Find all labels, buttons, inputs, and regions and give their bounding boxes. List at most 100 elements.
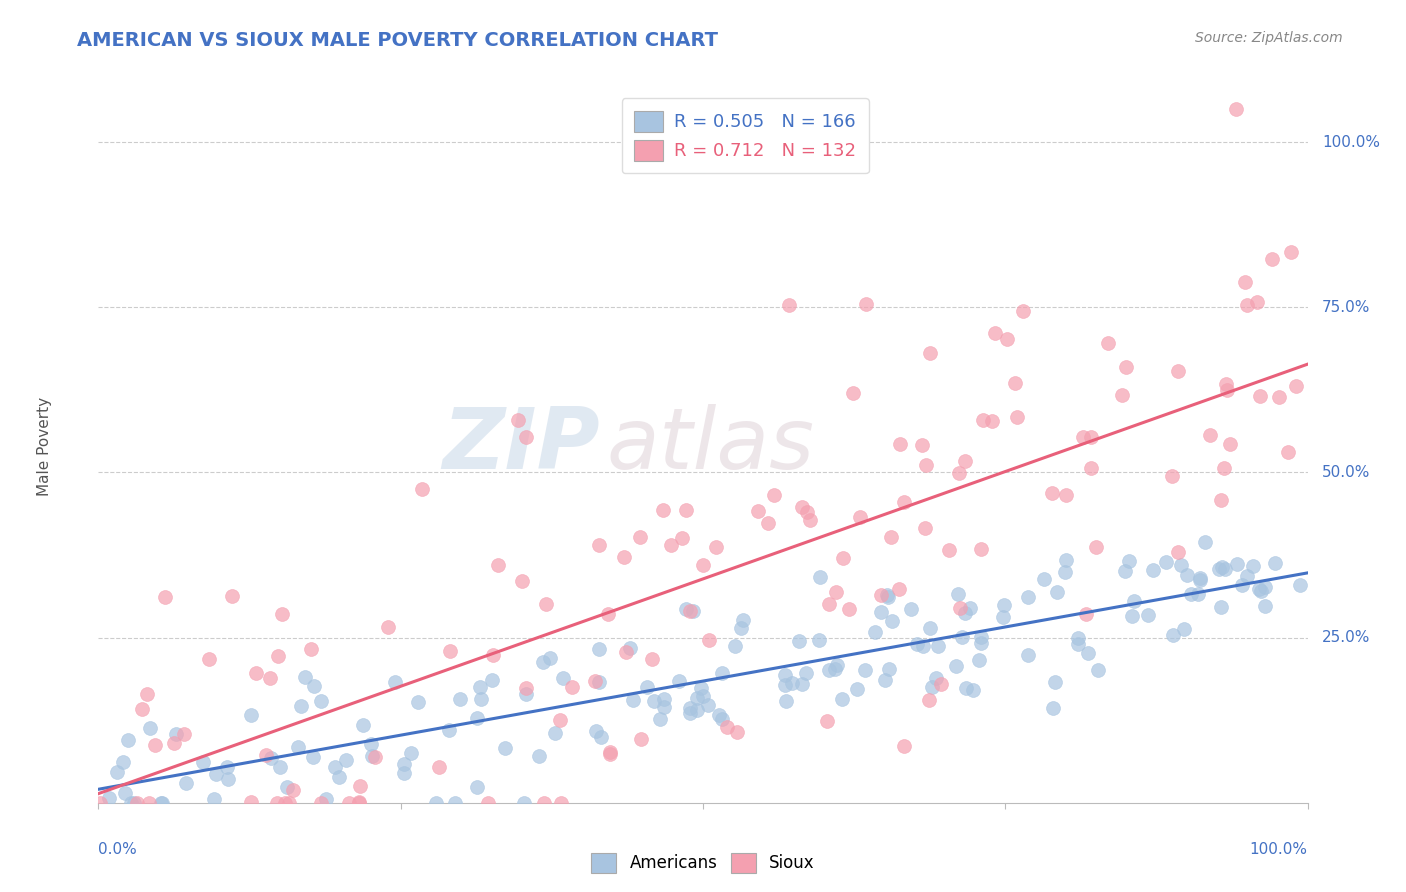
Point bbox=[481, 648, 503, 662]
Point bbox=[679, 604, 702, 618]
Point bbox=[150, 796, 173, 810]
Point bbox=[893, 739, 915, 753]
Point bbox=[538, 650, 561, 665]
Point bbox=[384, 675, 406, 690]
Point bbox=[1077, 646, 1099, 660]
Point bbox=[870, 605, 893, 619]
Point bbox=[621, 693, 644, 707]
Point bbox=[204, 792, 226, 806]
Point bbox=[1247, 582, 1270, 597]
Point bbox=[583, 674, 606, 689]
Point bbox=[970, 635, 993, 649]
Point bbox=[1084, 540, 1107, 554]
Point bbox=[1123, 594, 1146, 608]
Point bbox=[1216, 384, 1239, 398]
Point bbox=[550, 796, 572, 810]
Point bbox=[1167, 364, 1189, 378]
Point bbox=[1161, 469, 1184, 483]
Point bbox=[131, 702, 153, 716]
Point bbox=[696, 698, 718, 713]
Point bbox=[136, 687, 159, 701]
Point bbox=[849, 510, 872, 524]
Point bbox=[302, 679, 325, 693]
Point bbox=[588, 641, 610, 656]
Point bbox=[1043, 674, 1066, 689]
Point bbox=[838, 601, 860, 615]
Point bbox=[808, 570, 831, 584]
Point bbox=[877, 662, 900, 676]
Point bbox=[1208, 562, 1230, 576]
Point bbox=[527, 748, 550, 763]
Point bbox=[865, 624, 887, 639]
Point bbox=[900, 602, 922, 616]
Point bbox=[254, 747, 277, 762]
Point bbox=[1054, 565, 1077, 579]
Point bbox=[794, 665, 817, 680]
Point bbox=[335, 753, 357, 767]
Point bbox=[267, 649, 290, 664]
Point bbox=[392, 766, 415, 780]
Point bbox=[1066, 631, 1088, 645]
Point bbox=[1264, 556, 1286, 570]
Point bbox=[1032, 573, 1054, 587]
Point bbox=[271, 607, 294, 621]
Point bbox=[993, 599, 1015, 613]
Point bbox=[349, 779, 371, 793]
Point bbox=[425, 796, 447, 810]
Point bbox=[1254, 580, 1277, 594]
Point bbox=[711, 713, 734, 727]
Point bbox=[89, 796, 111, 810]
Point bbox=[153, 590, 176, 604]
Point bbox=[266, 796, 288, 810]
Point bbox=[1225, 102, 1247, 116]
Point bbox=[150, 796, 173, 810]
Point bbox=[299, 641, 322, 656]
Point bbox=[817, 597, 839, 611]
Point bbox=[1136, 608, 1159, 623]
Point bbox=[1080, 460, 1102, 475]
Point bbox=[1215, 376, 1237, 391]
Point bbox=[411, 482, 433, 496]
Point bbox=[825, 658, 848, 673]
Point bbox=[716, 720, 738, 734]
Point bbox=[970, 630, 993, 644]
Point bbox=[671, 531, 693, 545]
Point bbox=[955, 607, 977, 621]
Point bbox=[360, 738, 382, 752]
Point bbox=[1230, 578, 1253, 592]
Text: 75.0%: 75.0% bbox=[1322, 300, 1371, 315]
Text: atlas: atlas bbox=[606, 404, 814, 488]
Point bbox=[773, 668, 796, 682]
Point bbox=[905, 637, 928, 651]
Point bbox=[1189, 571, 1212, 585]
Point bbox=[915, 458, 938, 472]
Point bbox=[775, 694, 797, 708]
Point bbox=[1114, 564, 1136, 578]
Point bbox=[277, 796, 299, 810]
Point bbox=[1154, 555, 1177, 569]
Point bbox=[468, 680, 491, 694]
Point bbox=[825, 585, 848, 599]
Point bbox=[315, 792, 337, 806]
Point bbox=[959, 601, 981, 615]
Point bbox=[619, 640, 641, 655]
Point bbox=[112, 755, 135, 769]
Point bbox=[1261, 252, 1284, 267]
Point bbox=[948, 587, 970, 601]
Point bbox=[1246, 295, 1268, 310]
Point bbox=[1211, 560, 1233, 574]
Point bbox=[588, 538, 610, 552]
Point bbox=[531, 656, 554, 670]
Point bbox=[636, 681, 658, 695]
Point bbox=[679, 701, 702, 715]
Point bbox=[494, 740, 516, 755]
Point bbox=[1005, 409, 1028, 424]
Point bbox=[1175, 567, 1198, 582]
Point bbox=[596, 607, 619, 621]
Point bbox=[352, 718, 374, 732]
Point bbox=[399, 746, 422, 760]
Point bbox=[1115, 359, 1137, 374]
Text: Male Poverty: Male Poverty bbox=[37, 396, 52, 496]
Point bbox=[1279, 245, 1302, 260]
Point bbox=[1054, 553, 1077, 567]
